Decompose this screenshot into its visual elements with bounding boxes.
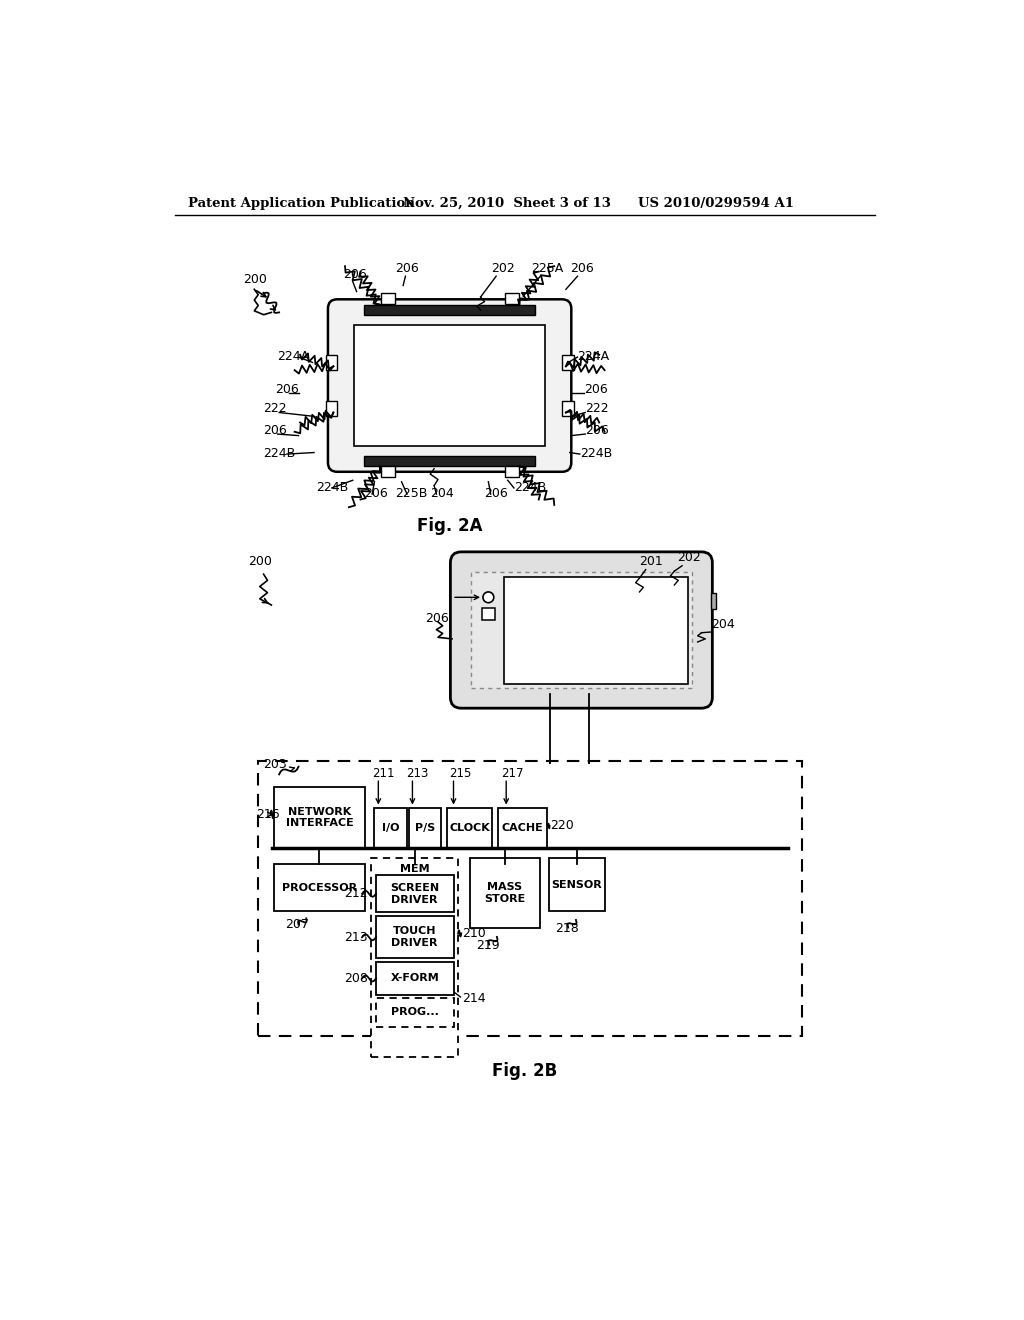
Text: 206: 206: [584, 383, 607, 396]
Text: 222: 222: [586, 403, 609, 416]
Bar: [376, 962, 454, 995]
Bar: [549, 858, 604, 911]
Bar: [258, 760, 802, 1036]
Text: 203: 203: [263, 758, 288, 771]
Text: SENSOR: SENSOR: [551, 879, 602, 890]
Text: P/S: P/S: [415, 822, 435, 833]
FancyBboxPatch shape: [328, 300, 571, 471]
Text: 200: 200: [248, 554, 272, 568]
Text: 225B: 225B: [395, 487, 428, 500]
Text: 201: 201: [640, 554, 664, 568]
Text: TOUCH
DRIVER: TOUCH DRIVER: [391, 927, 438, 948]
Bar: [381, 293, 394, 304]
Text: X-FORM: X-FORM: [390, 973, 439, 983]
Text: 224B: 224B: [514, 480, 546, 494]
Bar: [482, 609, 495, 620]
Bar: [326, 355, 337, 370]
Text: 206: 206: [365, 487, 388, 500]
Text: 206: 206: [275, 383, 299, 396]
Bar: [562, 401, 573, 416]
Text: 206: 206: [569, 263, 594, 276]
Text: 218: 218: [555, 923, 579, 936]
Text: CLOCK: CLOCK: [450, 822, 490, 833]
Text: 202: 202: [490, 263, 514, 276]
Bar: [711, 594, 716, 609]
Bar: [372, 858, 458, 1057]
Text: 216: 216: [256, 808, 280, 821]
Text: 206: 206: [263, 424, 288, 437]
Text: 206: 206: [586, 424, 609, 437]
Bar: [354, 326, 545, 446]
Circle shape: [483, 591, 494, 603]
Bar: [470, 858, 540, 928]
Bar: [365, 457, 535, 466]
Text: 204: 204: [430, 487, 454, 500]
Text: 220: 220: [550, 820, 574, 833]
Text: 219: 219: [476, 940, 500, 952]
Text: Patent Application Publication: Patent Application Publication: [188, 197, 415, 210]
Bar: [381, 466, 394, 478]
Text: 217: 217: [501, 767, 523, 780]
Text: CACHE: CACHE: [502, 822, 544, 833]
Text: 222: 222: [263, 403, 288, 416]
Text: PROG...: PROG...: [391, 1007, 438, 1018]
Text: PROCESSOR: PROCESSOR: [282, 883, 357, 892]
Text: 224B: 224B: [580, 447, 612, 461]
Bar: [273, 788, 366, 847]
Text: 206: 206: [343, 268, 368, 281]
Text: MASS
STORE: MASS STORE: [484, 882, 525, 904]
Text: 224B: 224B: [263, 447, 296, 461]
Text: 206: 206: [395, 263, 419, 276]
Text: NETWORK
INTERFACE: NETWORK INTERFACE: [286, 807, 353, 829]
Text: 200: 200: [243, 273, 266, 286]
Bar: [499, 808, 547, 847]
Bar: [505, 293, 518, 304]
Bar: [562, 355, 573, 370]
Text: 208: 208: [344, 972, 368, 985]
Text: 225A: 225A: [531, 263, 563, 276]
Bar: [326, 401, 337, 416]
Text: 206: 206: [484, 487, 508, 500]
Bar: [504, 577, 687, 684]
Text: 202: 202: [677, 552, 700, 564]
Bar: [471, 572, 692, 688]
Text: Nov. 25, 2010  Sheet 3 of 13: Nov. 25, 2010 Sheet 3 of 13: [403, 197, 611, 210]
Bar: [376, 998, 454, 1027]
Text: MEM: MEM: [400, 865, 429, 874]
Text: 207: 207: [286, 917, 309, 931]
Bar: [375, 808, 407, 847]
Bar: [505, 466, 518, 478]
Text: 210: 210: [462, 927, 485, 940]
Text: 213: 213: [407, 767, 429, 780]
Bar: [376, 875, 454, 912]
Text: 206: 206: [425, 612, 449, 624]
Text: 212: 212: [344, 887, 368, 900]
Bar: [409, 808, 441, 847]
Text: I/O: I/O: [382, 822, 399, 833]
Text: 213: 213: [344, 931, 368, 944]
Text: 224B: 224B: [316, 480, 348, 494]
Text: Fig. 2A: Fig. 2A: [417, 517, 482, 536]
Bar: [376, 916, 454, 958]
Bar: [447, 808, 493, 847]
FancyBboxPatch shape: [451, 552, 713, 708]
Text: US 2010/0299594 A1: US 2010/0299594 A1: [638, 197, 794, 210]
Text: 224A: 224A: [276, 350, 309, 363]
Text: 224A: 224A: [578, 350, 609, 363]
Text: 211: 211: [372, 767, 394, 780]
Text: Fig. 2B: Fig. 2B: [493, 1061, 557, 1080]
Text: 214: 214: [462, 991, 485, 1005]
Text: 215: 215: [449, 767, 471, 780]
Bar: [273, 865, 366, 911]
Text: 204: 204: [712, 618, 735, 631]
Bar: [365, 305, 535, 314]
Text: SCREEN
DRIVER: SCREEN DRIVER: [390, 883, 439, 904]
